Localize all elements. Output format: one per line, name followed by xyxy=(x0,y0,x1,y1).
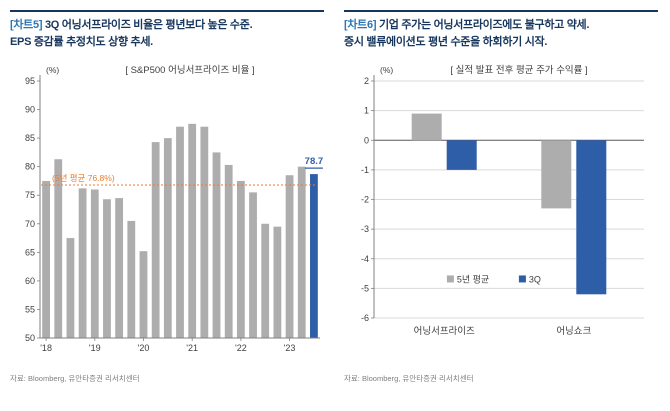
svg-text:-2: -2 xyxy=(361,195,369,205)
chart5-panel: [차트5] 3Q 어닝서프라이즈 비율은 평년보다 높은 수준. EPS 증감률… xyxy=(10,10,324,384)
svg-text:2: 2 xyxy=(364,76,369,86)
chart6-headline-line1: [차트6] 기업 주가는 어닝서프라이즈에도 불구하고 약세. xyxy=(344,17,658,34)
chart5-headline-line1: [차트5] 3Q 어닝서프라이즈 비율은 평년보다 높은 수준. xyxy=(10,17,324,34)
price-return-around-earnings-chart: 2 1 0 -1 -2 -3 -4 -5 -6 (%) [ 실적 발표 전후 평균 주가 수익률 ]… xyxy=(344,59,658,369)
svg-text:78.7: 78.7 xyxy=(305,156,324,167)
chart5-title-line1: 3Q 어닝서프라이즈 비율은 평년보다 높은 수준. xyxy=(44,19,253,31)
svg-text:55: 55 xyxy=(25,304,35,314)
svg-text:(%): (%) xyxy=(380,65,393,75)
report-page: [차트5] 3Q 어닝서프라이즈 비율은 평년보다 높은 수준. EPS 증감률… xyxy=(10,10,658,384)
svg-text:5년 평균: 5년 평균 xyxy=(457,274,489,284)
svg-text:95: 95 xyxy=(25,76,35,86)
svg-text:-4: -4 xyxy=(361,254,369,264)
svg-text:'19: '19 xyxy=(89,343,101,353)
chart6-panel: [차트6] 기업 주가는 어닝서프라이즈에도 불구하고 약세. 증시 밸류에이션… xyxy=(344,10,658,384)
chart6-title-line1: 기업 주가는 어닝서프라이즈에도 불구하고 약세. xyxy=(378,19,590,31)
svg-text:-1: -1 xyxy=(361,165,369,175)
chart5-headline: [차트5] 3Q 어닝서프라이즈 비율은 평년보다 높은 수준. EPS 증감률… xyxy=(10,10,324,51)
svg-text:1: 1 xyxy=(364,106,369,116)
svg-text:-6: -6 xyxy=(361,313,369,323)
svg-text:'23: '23 xyxy=(284,343,296,353)
svg-text:-3: -3 xyxy=(361,224,369,234)
svg-text:'18: '18 xyxy=(40,343,52,353)
svg-text:75: 75 xyxy=(25,190,35,200)
chart5-source: 자료: Bloomberg, 유안타증권 리서치센터 xyxy=(10,374,140,383)
svg-text:어닝서프라이즈: 어닝서프라이즈 xyxy=(414,326,475,337)
svg-text:85: 85 xyxy=(25,133,35,143)
svg-text:65: 65 xyxy=(25,247,35,257)
chart5-title-line2: EPS 증감률 추정치도 상향 추세. xyxy=(10,36,153,48)
svg-text:(5년 평균 76.8%): (5년 평균 76.8%) xyxy=(52,173,115,183)
chart6-title-line2: 증시 밸류에이션도 평년 수준을 하회하기 시작. xyxy=(344,36,548,48)
svg-text:'20: '20 xyxy=(138,343,150,353)
svg-text:'22: '22 xyxy=(235,343,247,353)
sp500-earnings-surprise-ratio-chart: (%) [ S&P500 어닝서프라이즈 비율 ] 50 55 60 65 70 75 80 85… xyxy=(10,59,324,369)
chart5-headline-line2: EPS 증감률 추정치도 상향 추세. xyxy=(10,34,324,51)
svg-text:80: 80 xyxy=(25,162,35,172)
svg-text:0: 0 xyxy=(364,135,369,145)
chart6-headline-line2: 증시 밸류에이션도 평년 수준을 하회하기 시작. xyxy=(344,34,658,51)
svg-text:[ 실적 발표 전후 평균 주가 수익률 ]: [ 실적 발표 전후 평균 주가 수익률 ] xyxy=(450,64,587,76)
svg-text:50: 50 xyxy=(25,333,35,343)
svg-text:60: 60 xyxy=(25,276,35,286)
svg-text:90: 90 xyxy=(25,105,35,115)
svg-text:3Q: 3Q xyxy=(529,274,541,284)
svg-text:-5: -5 xyxy=(361,283,369,293)
svg-text:70: 70 xyxy=(25,219,35,229)
chart6-source: 자료: Bloomberg, 유안타증권 리서치센터 xyxy=(344,374,474,383)
chart6-headline: [차트6] 기업 주가는 어닝서프라이즈에도 불구하고 약세. 증시 밸류에이션… xyxy=(344,10,658,51)
svg-text:어닝쇼크: 어닝쇼크 xyxy=(556,326,591,337)
svg-text:[ S&P500 어닝서프라이즈 비율 ]: [ S&P500 어닝서프라이즈 비율 ] xyxy=(125,65,254,76)
chart6-tag: [차트6] xyxy=(344,19,377,31)
chart5-tag: [차트5] xyxy=(10,19,43,31)
svg-text:(%): (%) xyxy=(46,65,59,75)
svg-text:'21: '21 xyxy=(186,343,198,353)
